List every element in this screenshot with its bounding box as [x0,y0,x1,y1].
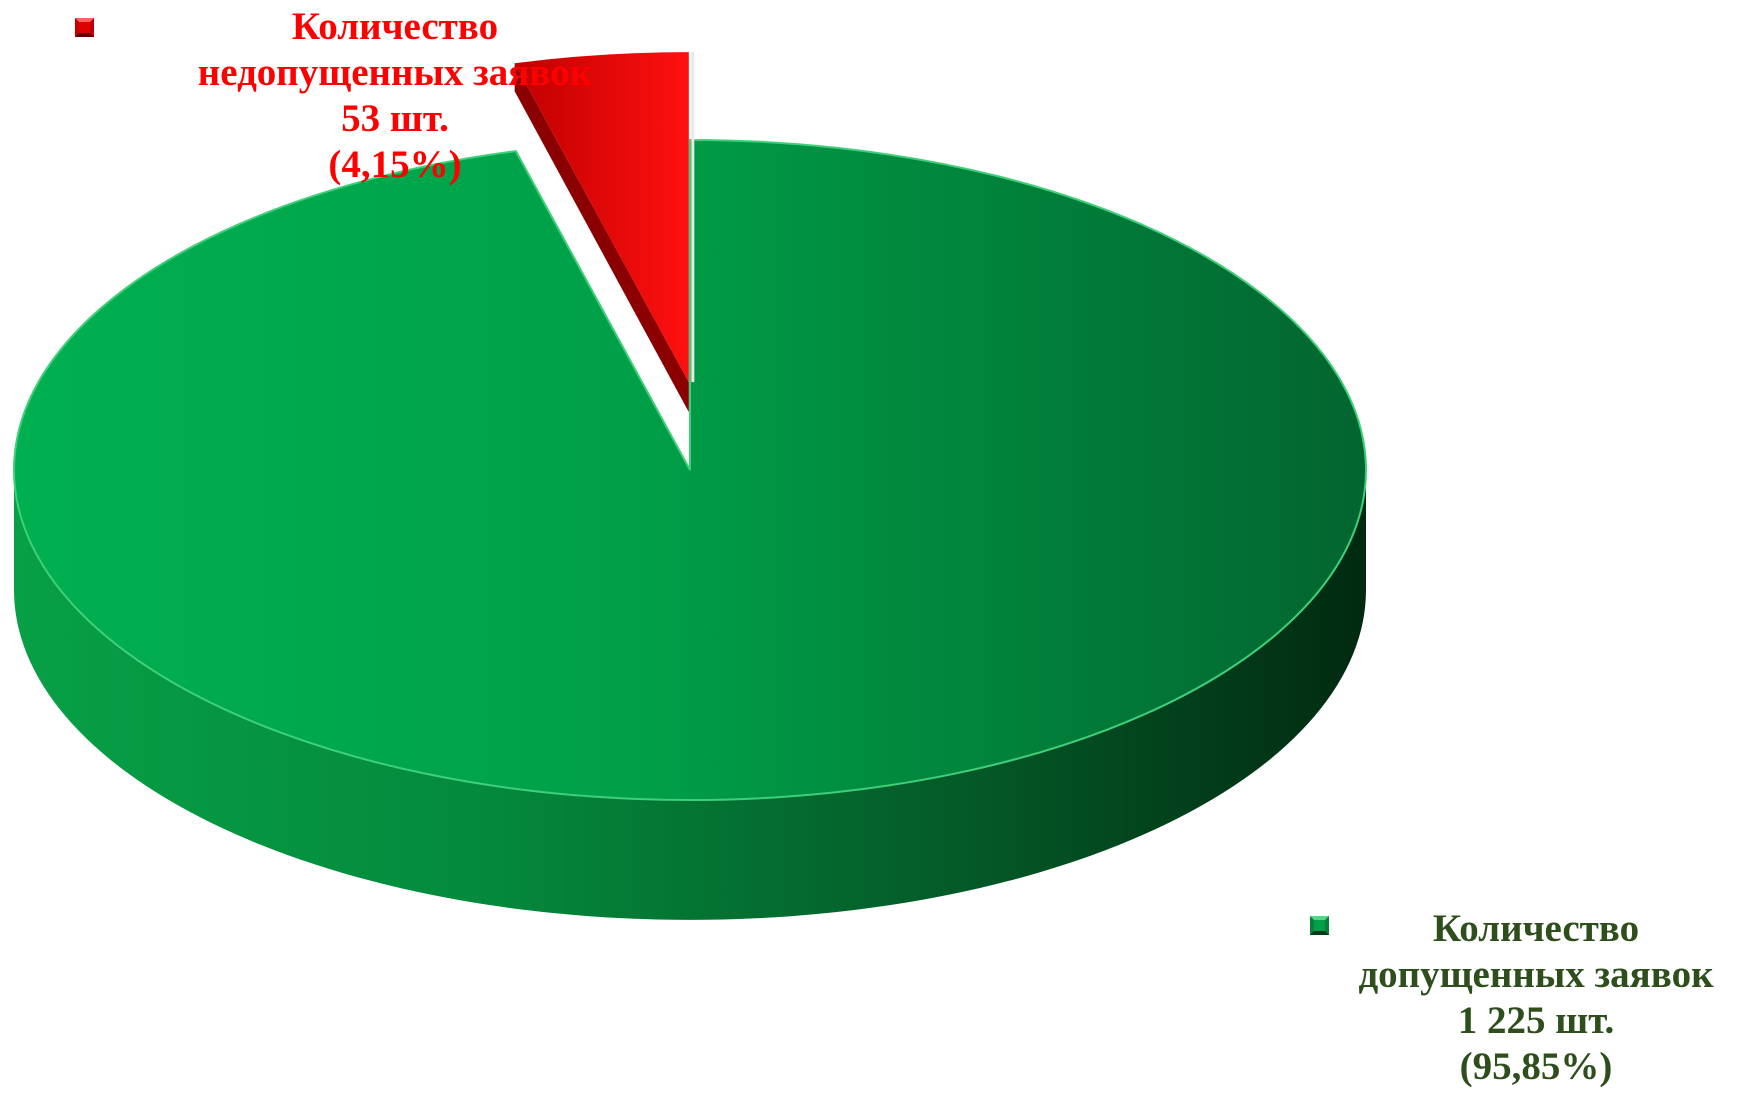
label-rejected-value: 53 шт. [341,97,449,140]
label-admitted-line-2: допущенных заявок [1358,953,1714,996]
label-rejected-line-1: Количество [291,5,499,48]
pie-slice-rejected-side [514,63,689,413]
pie-layer [13,52,1368,920]
label-admitted-value: 1 225 шт. [1457,999,1615,1042]
legend-marker-rejected [75,18,94,37]
pie-slice-admitted [13,138,1368,801]
label-admitted-line-1: Количество [1432,907,1640,950]
legend-marker-admitted [1310,916,1329,935]
pie-slice-admitted-side [14,470,1366,920]
pie-slice-rejected [514,52,689,383]
label-admitted: Количество допущенных заявок 1 225 шт. (… [1330,906,1742,1090]
label-rejected: Количество недопущенных заявок 53 шт. (4… [140,4,650,188]
label-admitted-percent: (95,85%) [1459,1045,1613,1088]
label-rejected-percent: (4,15%) [328,143,462,186]
label-rejected-line-2: недопущенных заявок [197,51,593,94]
